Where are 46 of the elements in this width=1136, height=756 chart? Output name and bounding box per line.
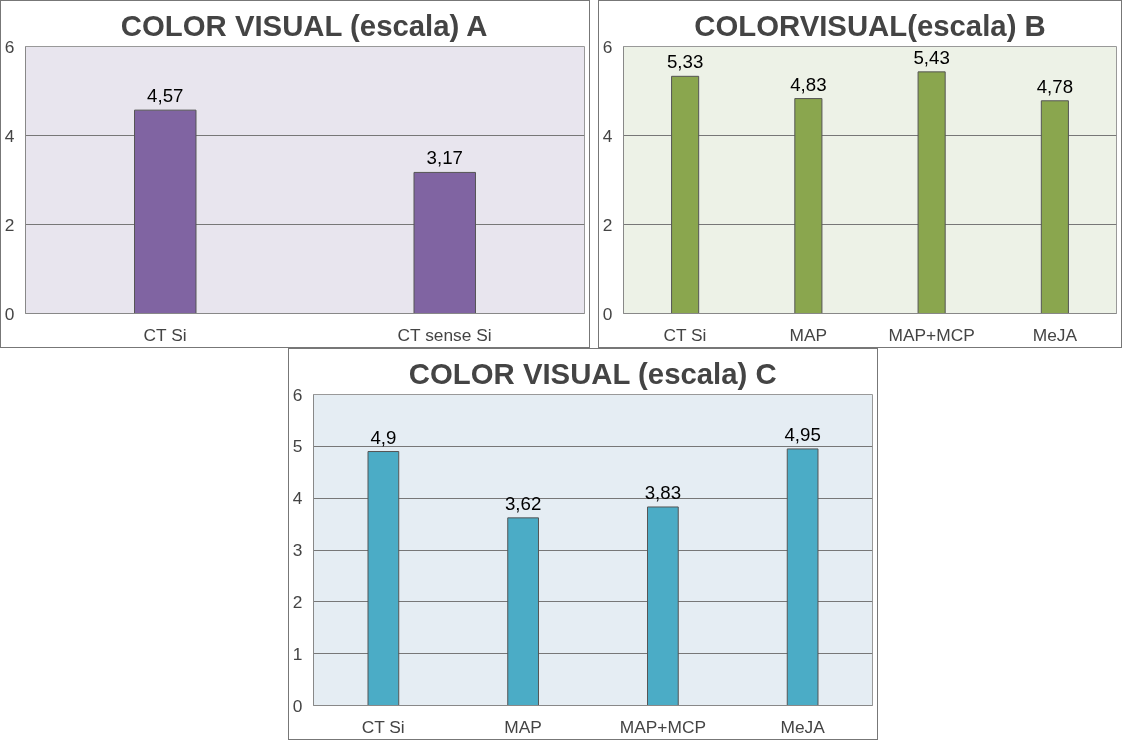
bar [507, 517, 539, 706]
bar [794, 98, 823, 314]
x-tick-label: MAP [504, 716, 542, 737]
y-tick-label: 2 [292, 591, 303, 612]
bar [917, 71, 946, 314]
x-tick-label: MAP+MCP [619, 716, 706, 737]
x-tick-label: CT Si [361, 716, 405, 737]
x-tick-label: MAP+MCP [888, 324, 975, 345]
y-tick-label: 4 [4, 125, 15, 146]
y-tick-label: 4 [602, 125, 613, 146]
y-tick-label: 0 [602, 303, 613, 324]
x-tick-label: MeJA [780, 716, 826, 737]
data-label: 3,83 [644, 481, 682, 503]
y-tick-label: 0 [4, 303, 15, 324]
bar [671, 75, 700, 314]
x-tick-label: CT Si [663, 324, 707, 345]
y-tick-label: 4 [292, 488, 303, 509]
x-tick-label: CT Si [143, 324, 187, 345]
data-label: 4,57 [147, 85, 184, 107]
chart-title: COLOR VISUAL (escala) C [408, 356, 777, 390]
y-tick-label: 6 [292, 384, 303, 405]
y-tick-label: 0 [292, 695, 303, 716]
y-tick-label: 6 [602, 36, 613, 57]
bar [367, 451, 400, 706]
data-label: 5,33 [666, 51, 704, 73]
chart-title: COLORVISUAL(escala) B [694, 8, 1046, 42]
data-label: 4,83 [790, 73, 827, 95]
data-label: 4,9 [370, 426, 397, 448]
bar [786, 448, 819, 706]
data-label: 3,17 [426, 147, 463, 169]
data-label: 4,78 [1036, 75, 1074, 97]
x-tick-label: MAP [789, 324, 828, 345]
y-tick-label: 1 [292, 643, 303, 664]
bar [1040, 100, 1069, 314]
y-tick-label: 6 [4, 36, 15, 57]
data-label: 4,95 [784, 423, 821, 445]
y-tick-label: 2 [602, 214, 613, 235]
y-tick-label: 5 [292, 436, 303, 457]
data-label: 5,43 [913, 46, 950, 68]
y-tick-label: 2 [4, 214, 15, 235]
y-tick-label: 3 [292, 540, 303, 560]
data-label: 3,62 [504, 492, 542, 514]
x-tick-label: MeJA [1032, 324, 1078, 345]
chart-title: COLOR VISUAL (escala) A [120, 8, 488, 42]
bar [647, 506, 679, 706]
x-tick-label: CT sense Si [397, 324, 492, 345]
